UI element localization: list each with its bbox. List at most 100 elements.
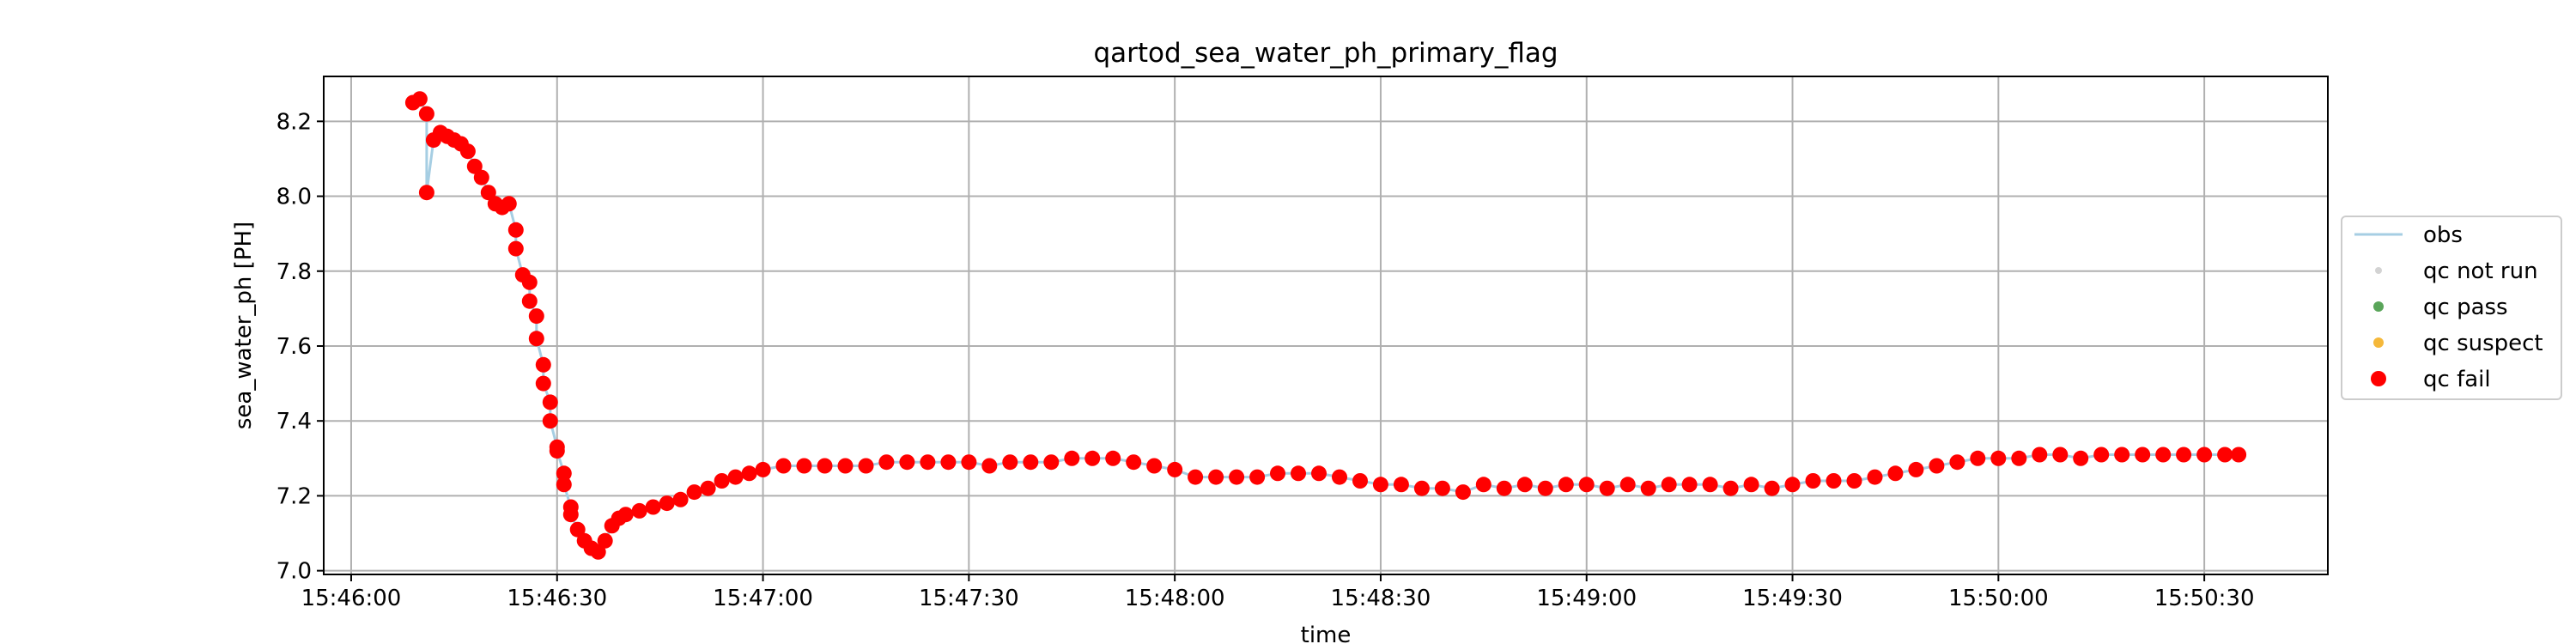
qc-fail-point — [459, 143, 476, 160]
qc-fail-point — [521, 274, 538, 290]
qc-fail-point — [1578, 477, 1595, 493]
qc-fail-point — [473, 169, 489, 185]
qc-fail-point — [940, 454, 957, 471]
qc-fail-point — [899, 454, 915, 471]
qc-fail-point — [1413, 480, 1430, 496]
qc-fail-point — [1126, 454, 1142, 471]
x-tick-label: 15:46:30 — [507, 586, 607, 611]
qc-fail-point — [1640, 480, 1656, 496]
y-tick-label: 8.0 — [276, 185, 312, 210]
x-tick-label: 15:49:00 — [1536, 586, 1637, 611]
qc-fail-point — [590, 544, 606, 560]
qc-fail-point — [1372, 477, 1388, 493]
qc-fail-point — [535, 375, 551, 392]
qc-fail-point — [1949, 454, 1965, 471]
qc-fail-point — [1270, 465, 1285, 482]
qc-fail-point — [1537, 480, 1553, 496]
qc-fail-point — [981, 458, 998, 474]
qc-fail-point — [2052, 447, 2069, 463]
qc-fail-point — [1496, 480, 1512, 496]
qc-fail-point — [1291, 465, 1306, 482]
qc-fail-point — [1784, 477, 1801, 493]
qc-fail-point — [1167, 461, 1183, 477]
qc-fail-point — [549, 443, 565, 459]
qc-fail-point — [1990, 450, 2007, 466]
qc-fail-point — [837, 458, 854, 474]
qc-fail-point — [501, 196, 517, 212]
qc-fail-point — [2032, 447, 2048, 463]
qc-fail-point — [1764, 480, 1780, 496]
qc-fail-point — [556, 477, 572, 493]
y-tick-label: 8.2 — [276, 109, 312, 135]
x-tick-label: 15:48:30 — [1331, 586, 1431, 611]
qc-fail-series — [404, 91, 2247, 560]
x-tick-label: 15:50:30 — [2154, 586, 2255, 611]
y-tick-label: 7.8 — [276, 259, 312, 285]
qc-fail-point — [1208, 469, 1224, 485]
y-tick-label: 7.0 — [276, 559, 312, 585]
qc-fail-point — [2217, 447, 2233, 463]
qc-fail-point — [507, 222, 524, 238]
qc-fail-point — [672, 491, 689, 507]
x-axis-label: time — [1301, 623, 1352, 644]
qc-fail-point — [755, 461, 771, 477]
qc-fail-point — [775, 458, 792, 474]
y-tick-label: 7.4 — [276, 409, 312, 434]
qc-fail-point — [1002, 454, 1018, 471]
plot-area-frame — [323, 76, 2329, 575]
x-tick-label: 15:49:30 — [1742, 586, 1843, 611]
qc-fail-point — [418, 185, 434, 201]
qc-fail-point — [1105, 450, 1121, 466]
qc-fail-point — [1434, 480, 1450, 496]
qc-fail-point — [2073, 450, 2089, 466]
qc-fail-point — [597, 532, 613, 549]
qc-fail-point — [1846, 473, 1862, 489]
qc-fail-point — [700, 480, 716, 496]
qc-fail-point — [411, 91, 428, 107]
qc-fail-point — [1908, 461, 1924, 477]
qc-fail-point — [1970, 450, 1986, 466]
qc-fail-point — [1064, 450, 1080, 466]
qc-fail-point — [2011, 450, 2027, 466]
qc-fail-point — [2155, 447, 2172, 463]
qc-fail-point — [2093, 447, 2110, 463]
qc-fail-point — [920, 454, 936, 471]
qc-fail-point — [1188, 469, 1204, 485]
qc-fail-point — [1455, 484, 1471, 501]
qc-fail-point — [1929, 458, 1945, 474]
qc-fail-point — [542, 394, 558, 410]
qc-fail-point — [466, 158, 483, 174]
qc-fail-point — [1516, 477, 1533, 493]
qc-fail-point — [686, 484, 702, 501]
qc-fail-point — [1558, 477, 1574, 493]
y-tick-label: 7.2 — [276, 483, 312, 509]
qc-fail-point — [1619, 477, 1636, 493]
legend-label-qc-not-run: qc not run — [2423, 258, 2538, 284]
qc-fail-point — [1599, 480, 1615, 496]
qc-fail-point — [741, 465, 757, 482]
qc-fail-point — [1311, 465, 1327, 482]
qc-fail-point — [796, 458, 812, 474]
qc-fail-point — [1023, 454, 1039, 471]
qc-fail-point — [1146, 458, 1163, 474]
legend-marker-qc-fail — [2371, 371, 2386, 386]
qc-fail-point — [2231, 447, 2247, 463]
qc-fail-point — [1826, 473, 1842, 489]
legend-label-qc-fail: qc fail — [2423, 367, 2491, 392]
qc-fail-point — [1393, 477, 1409, 493]
axis-ticks: 15:46:00 15:46:30 15:47:00 15:47:30 15:48:00… — [276, 109, 2255, 611]
qc-fail-point — [1352, 473, 1368, 489]
qc-fail-point — [569, 521, 586, 538]
qc-fail-point — [1229, 469, 1245, 485]
qc-fail-point — [817, 458, 833, 474]
x-tick-label: 15:47:30 — [919, 586, 1019, 611]
qc-fail-point — [727, 469, 744, 485]
qc-fail-point — [542, 413, 558, 429]
qc-fail-point — [528, 331, 544, 347]
qc-fail-point — [2114, 447, 2130, 463]
qc-fail-point — [1702, 477, 1718, 493]
qc-fail-point — [1475, 477, 1492, 493]
x-tick-label: 15:47:00 — [713, 586, 813, 611]
